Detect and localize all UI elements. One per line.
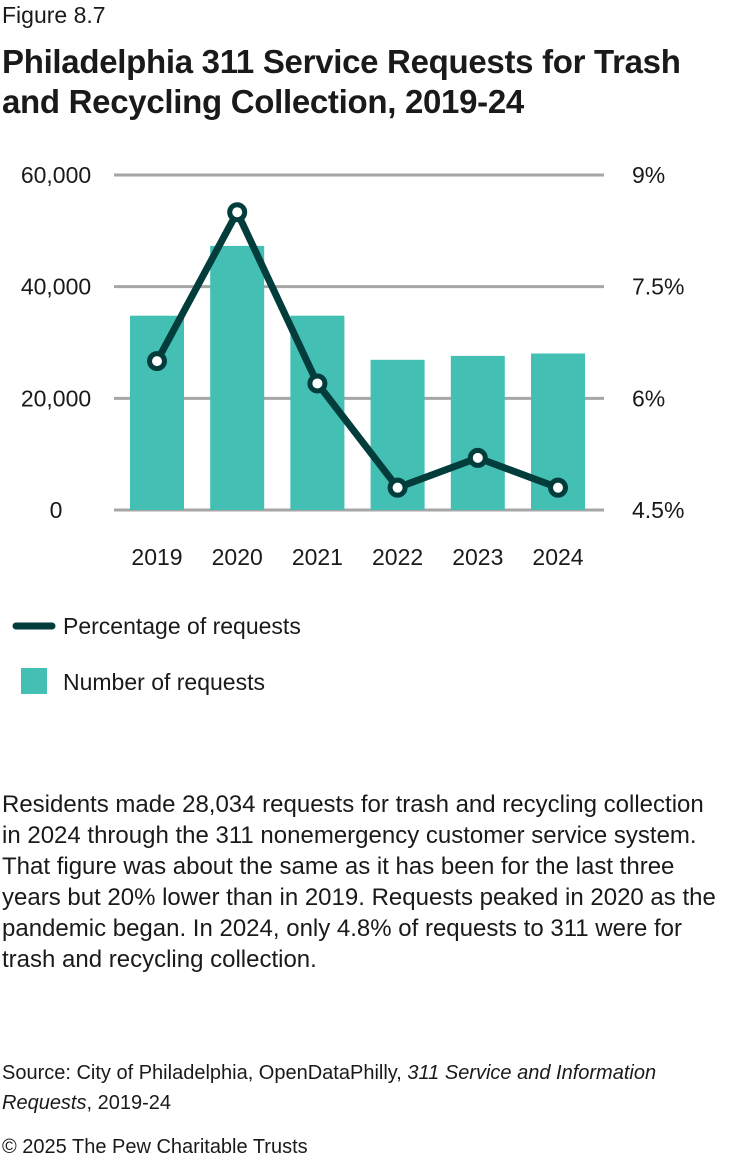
- x-tick-label: 2019: [131, 544, 182, 570]
- x-tick-label: 2021: [292, 544, 343, 570]
- left-tick-label: 20,000: [21, 385, 91, 411]
- right-tick-label: 6%: [632, 385, 665, 411]
- bar-2023: [450, 355, 505, 510]
- source-suffix: , 2019-24: [86, 1092, 172, 1114]
- x-tick-label: 2020: [212, 544, 263, 570]
- point-2021: [307, 373, 328, 394]
- legend-bar-swatch: [21, 668, 47, 694]
- x-tick-label: 2023: [452, 544, 503, 570]
- left-tick-label: 60,000: [21, 162, 91, 188]
- point-2020: [227, 202, 248, 223]
- point-2019: [147, 351, 167, 372]
- point-2022: [387, 477, 408, 498]
- right-tick-label: 4.5%: [632, 497, 684, 523]
- source-note: Source: City of Philadelphia, OpenDataPh…: [2, 1058, 702, 1118]
- right-tick-label: 9%: [632, 162, 665, 188]
- description-text: Residents made 28,034 requests for trash…: [2, 791, 716, 973]
- source-prefix: Source: City of Philadelphia, OpenDataPh…: [2, 1062, 408, 1084]
- source-title: 311 Service and Information Requests: [2, 1062, 657, 1114]
- left-tick-label: 0: [50, 497, 63, 523]
- x-tick-label: 2024: [532, 544, 583, 570]
- x-tick-label: 2022: [372, 544, 423, 570]
- bar-2020: [210, 245, 265, 511]
- copyright: © 2025 The Pew Charitable Trusts: [2, 1136, 308, 1158]
- figure-label: Figure 8.7: [2, 2, 106, 28]
- point-2023: [467, 447, 488, 468]
- chart: 0 20,000 40,000 60,000 4.5% 6% 7.5% 9% 2019 2020 2…: [12, 162, 684, 695]
- left-tick-label: 40,000: [21, 274, 91, 300]
- point-2024: [548, 477, 568, 498]
- legend-label-percentage: Percentage of requests: [63, 613, 301, 639]
- bar-2019: [130, 315, 184, 510]
- percentage-line: [153, 208, 560, 492]
- legend-label-number: Number of requests: [63, 669, 265, 695]
- right-tick-label: 7.5%: [632, 274, 684, 300]
- chart-title: Philadelphia 311 Service Requests for Tr…: [2, 43, 681, 120]
